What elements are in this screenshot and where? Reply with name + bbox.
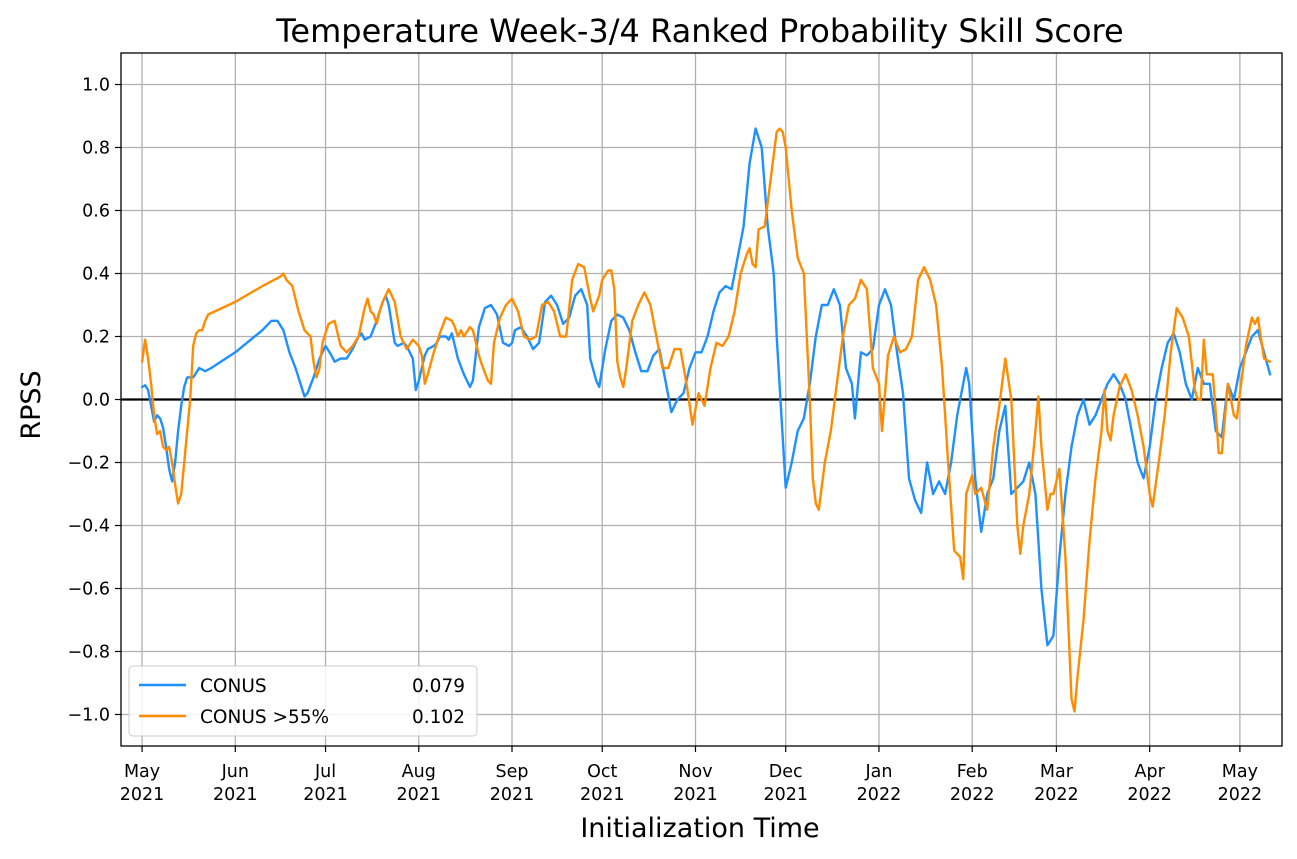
x-tick-year-label: 2022 [1218, 785, 1263, 805]
series-line-conus [140, 127, 1272, 647]
x-tick-month-label: Nov [678, 762, 712, 782]
x-axis-label: Initialization Time [580, 813, 819, 844]
x-tick-year-label: 2021 [396, 785, 441, 805]
y-tick-label: −1.0 [68, 706, 111, 726]
x-tick-year-label: 2021 [580, 785, 625, 805]
y-tick-label: −0.8 [68, 643, 111, 663]
x-tick-year-label: 2021 [490, 785, 535, 805]
legend-value-conus: 0.079 [412, 676, 465, 697]
x-tick-month-label: May [1222, 762, 1258, 782]
x-tick-year-label: 2021 [120, 785, 165, 805]
x-tick-year-label: 2021 [763, 785, 808, 805]
x-axis-ticks: May 2021 Jun 2021 Jul 2021 Aug 2021 Sep 2021 Oct 20… [120, 746, 1262, 805]
y-axis-label: RPSS [16, 370, 47, 439]
x-tick-month-label: Feb [957, 762, 988, 782]
x-tick-month-label: Apr [1135, 762, 1166, 782]
x-tick-month-label: Sep [496, 762, 529, 782]
x-tick-month-label: Dec [769, 762, 803, 782]
y-tick-label: −0.2 [68, 454, 111, 474]
x-tick-year-label: 2022 [950, 785, 995, 805]
x-tick-year-label: 2021 [213, 785, 258, 805]
x-tick-month-label: Jul [314, 762, 336, 782]
x-tick-month-label: Oct [587, 762, 617, 782]
y-tick-label: 0.2 [82, 328, 110, 348]
legend-value-conus-55: 0.102 [412, 707, 465, 728]
chart-title: Temperature Week-3/4 Ranked Probability … [275, 12, 1123, 50]
legend-label-conus: CONUS [200, 676, 267, 697]
y-tick-label: −0.6 [68, 580, 111, 600]
x-tick-month-label: Aug [402, 762, 436, 782]
y-tick-label: −0.4 [68, 517, 111, 537]
x-tick-year-label: 2022 [857, 785, 902, 805]
series-line-conus-55 [140, 127, 1272, 713]
x-tick-year-label: 2022 [1034, 785, 1079, 805]
y-tick-label: 0.8 [82, 139, 110, 159]
series-lines [140, 127, 1272, 713]
y-tick-label: 0.0 [82, 391, 110, 411]
x-tick-month-label: Mar [1040, 762, 1074, 782]
legend-box [128, 665, 478, 737]
y-tick-label: 0.4 [82, 265, 110, 285]
legend-label-conus-55: CONUS >55% [200, 707, 329, 728]
x-tick-month-label: Jun [221, 762, 249, 782]
x-tick-year-label: 2021 [673, 785, 718, 805]
x-tick-year-label: 2021 [303, 785, 348, 805]
legend: CONUS 0.079 CONUS >55% 0.102 [128, 665, 478, 737]
y-tick-label: 1.0 [82, 76, 110, 96]
x-tick-year-label: 2022 [1127, 785, 1172, 805]
x-tick-month-label: May [124, 762, 160, 782]
y-axis-ticks: 1.0 0.8 0.6 0.4 0.2 0.0 −0.2 −0.4 −0.6 −0.8 −1.0 [68, 76, 121, 726]
y-tick-label: 0.6 [82, 202, 110, 222]
x-tick-month-label: Jan [864, 762, 892, 782]
